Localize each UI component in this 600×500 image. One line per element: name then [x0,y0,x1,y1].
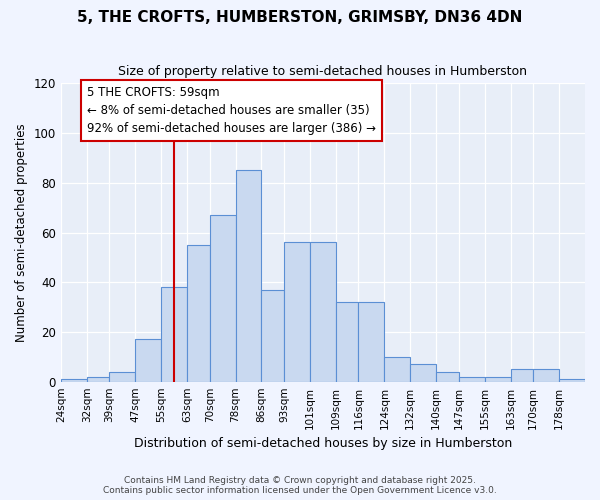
Text: Contains HM Land Registry data © Crown copyright and database right 2025.
Contai: Contains HM Land Registry data © Crown c… [103,476,497,495]
Bar [485,376,511,382]
Bar [236,170,262,382]
Bar [385,357,410,382]
Bar [511,369,533,382]
Bar [109,372,135,382]
Bar [86,376,109,382]
Bar [61,379,86,382]
Bar [262,290,284,382]
Bar [559,379,585,382]
Bar [209,215,236,382]
Bar [410,364,436,382]
Bar [436,372,459,382]
Bar [358,302,385,382]
Bar [533,369,559,382]
Bar [161,287,187,382]
Title: Size of property relative to semi-detached houses in Humberston: Size of property relative to semi-detach… [118,65,527,78]
Text: 5, THE CROFTS, HUMBERSTON, GRIMSBY, DN36 4DN: 5, THE CROFTS, HUMBERSTON, GRIMSBY, DN36… [77,10,523,25]
Text: 5 THE CROFTS: 59sqm
← 8% of semi-detached houses are smaller (35)
92% of semi-de: 5 THE CROFTS: 59sqm ← 8% of semi-detache… [86,86,376,135]
Bar [310,242,336,382]
Bar [336,302,358,382]
Bar [459,376,485,382]
Y-axis label: Number of semi-detached properties: Number of semi-detached properties [15,123,28,342]
Bar [135,340,161,382]
Bar [187,245,209,382]
Bar [284,242,310,382]
X-axis label: Distribution of semi-detached houses by size in Humberston: Distribution of semi-detached houses by … [134,437,512,450]
